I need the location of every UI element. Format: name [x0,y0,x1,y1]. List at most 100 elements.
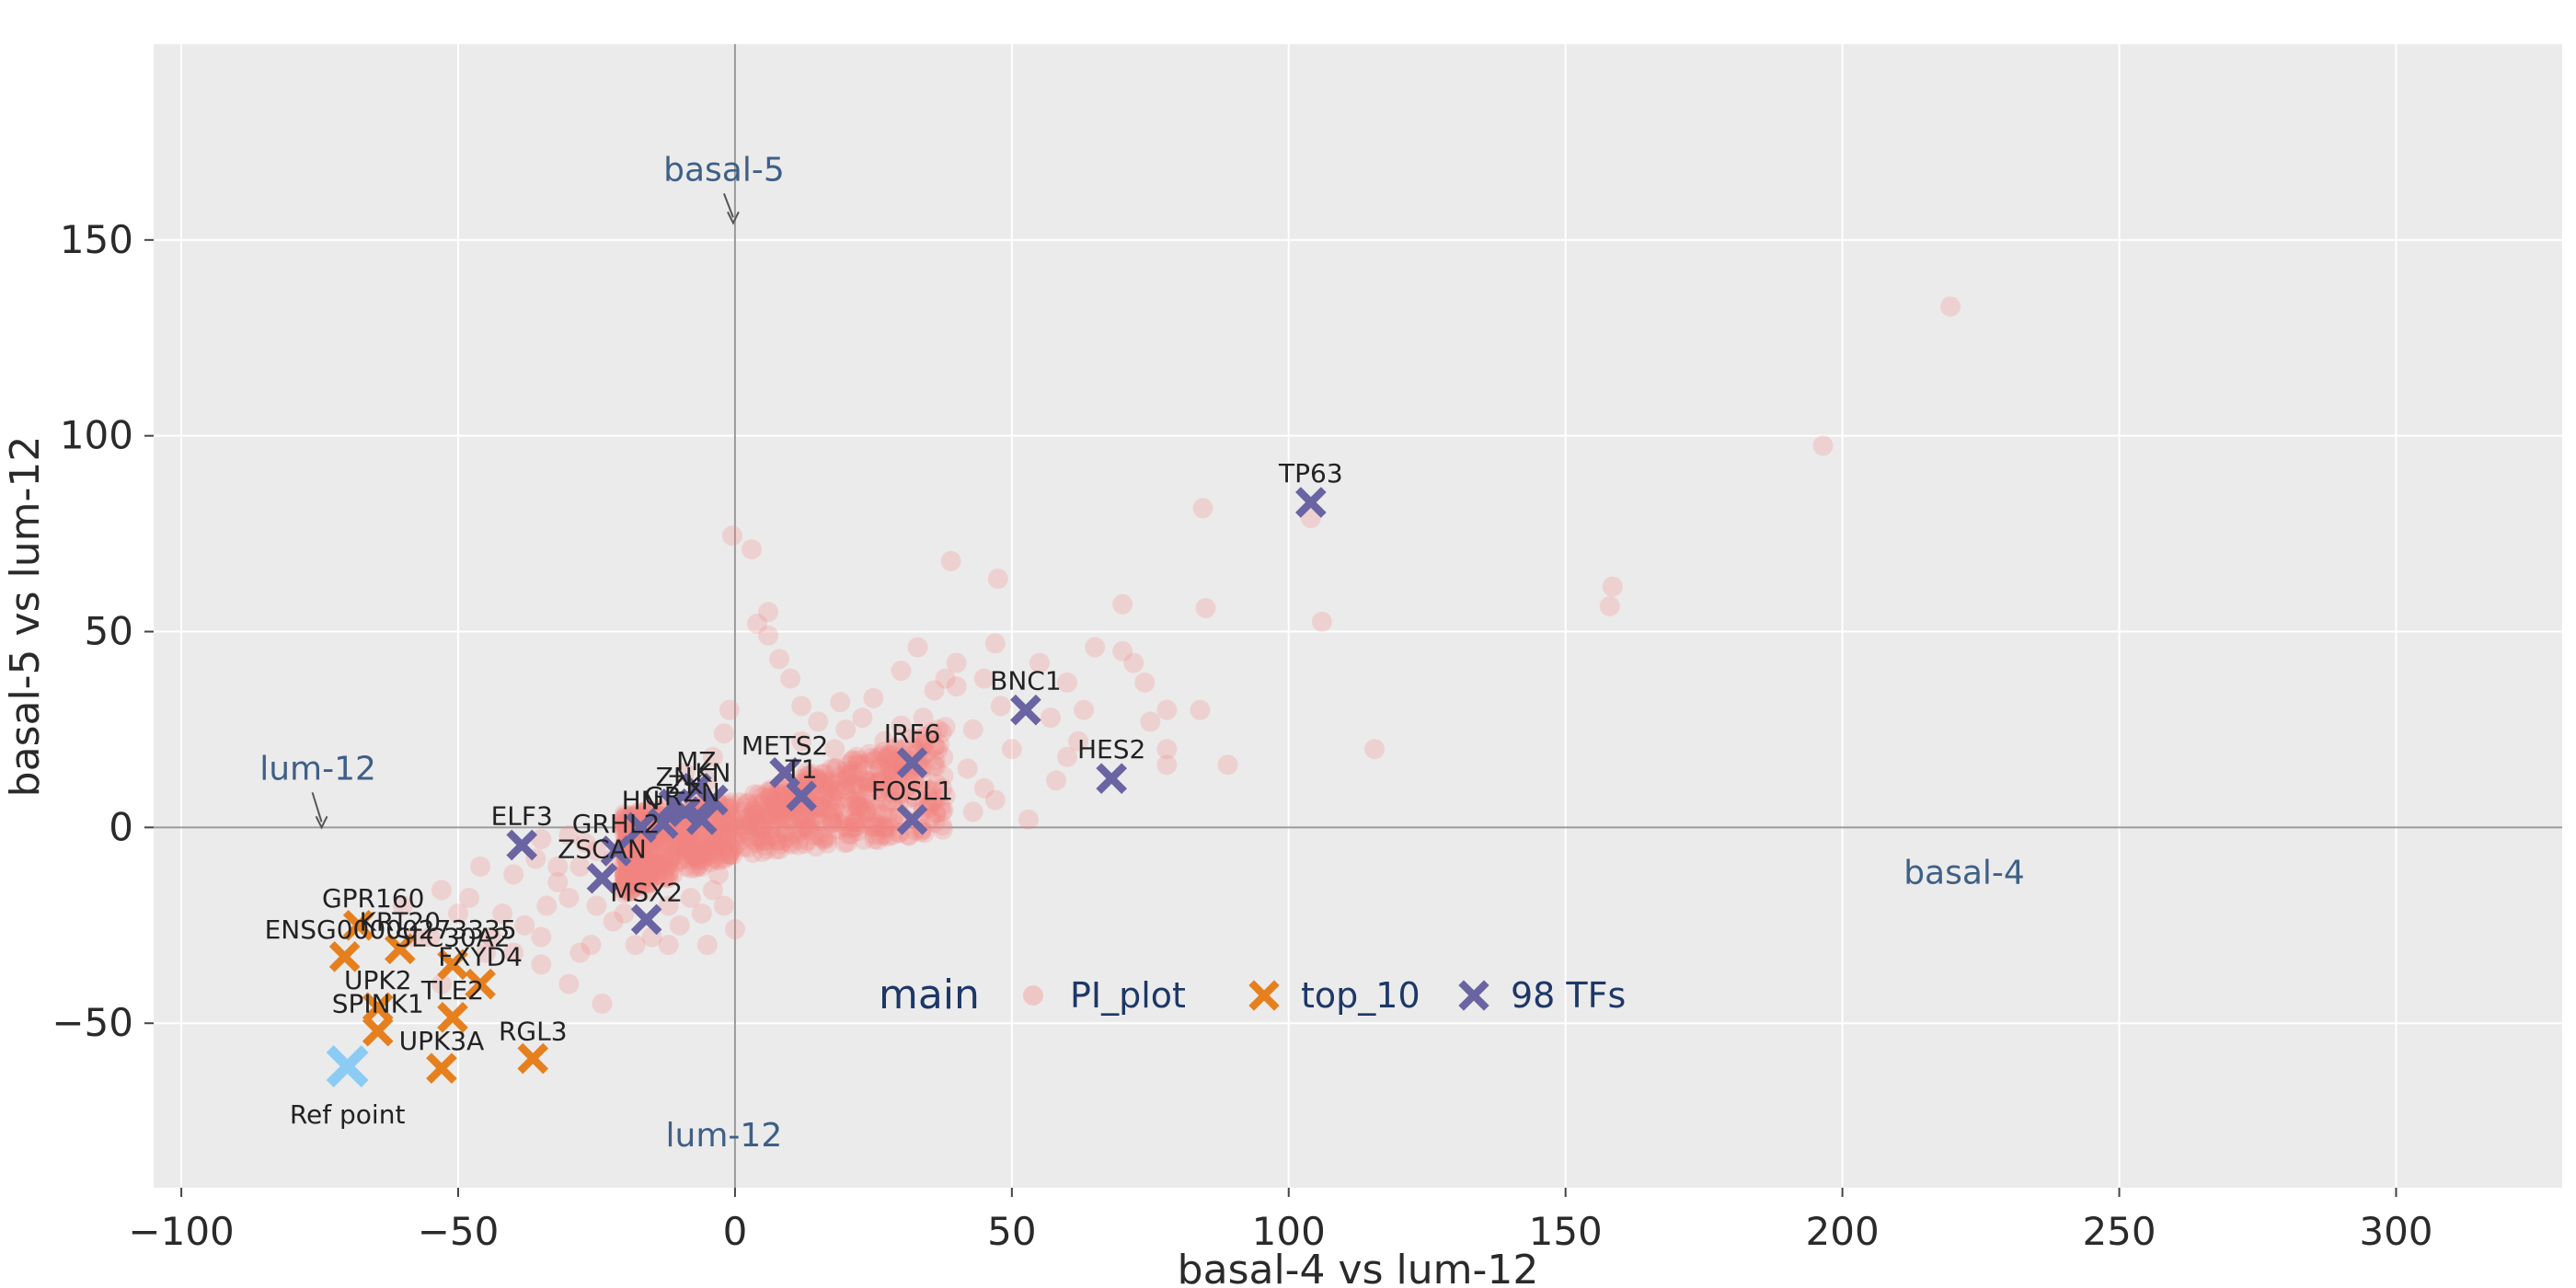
pi-plot-point [847,750,868,771]
pi-plot-point [1812,435,1834,456]
pi-plot-point [933,765,954,787]
pi-plot-point [854,754,875,776]
pi-plot-point [758,602,779,623]
pi-plot-point [630,845,651,866]
pi-plot-point [779,832,800,853]
pi-plot-point [870,745,891,766]
pi-plot-point [926,802,947,823]
pi-plot-point [761,805,782,826]
quadrant-label: basal-4 [1903,855,2025,892]
pi-plot-point [706,845,727,866]
pi-plot-point [844,816,865,837]
pi-plot-point [786,824,807,845]
pi-plot-point [834,778,856,799]
pi-plot-point [857,771,879,792]
pi-plot-point [558,824,580,845]
pi-plot-point [685,845,707,867]
pi-plot-point [624,860,645,881]
point-label: HN [622,785,661,815]
pi-plot-point [655,868,676,889]
pi-plot-point [846,811,868,833]
pi-plot-point [758,804,779,825]
pi-plot-point [850,790,871,811]
pi-plot-point [882,811,903,832]
pi-plot-point [874,730,895,752]
pi-plot-point [661,835,683,857]
pi-plot-point [757,781,778,802]
pi-plot-point [686,845,707,867]
pi-plot-point [754,835,776,857]
pi-plot-point [774,796,795,817]
pi-plot-point [740,827,761,848]
pi-plot-point [877,792,898,813]
pi-plot-point [810,810,831,831]
pi-plot-point [844,775,865,796]
pi-plot-point [835,775,857,796]
pi-plot-point [692,850,713,871]
pi-plot-point [868,771,889,792]
pi-plot-point [828,811,849,833]
x-tick-label: 0 [723,1209,748,1254]
legend-swatch [1458,980,1489,1011]
pi-plot-point [637,867,658,888]
pi-plot-point [872,742,893,763]
pi-plot-point [747,614,768,635]
pi-plot-point [673,834,695,856]
pi-plot-point [758,625,779,646]
pi-plot-point [707,833,728,854]
pi-plot-point [765,791,786,812]
pi-plot-point [812,798,834,819]
pi-plot-point [639,845,661,867]
pi-plot-point [619,880,640,902]
pi-plot-point [1001,739,1022,760]
pi-plot-point [1602,576,1623,597]
pi-plot-point [514,914,535,936]
pi-plot-point [755,830,776,851]
pi-plot-point [743,799,765,821]
pi-plot-point [1057,672,1078,693]
highlight-markers [326,487,1327,1087]
pi-plot-point [503,942,524,963]
pi-plot-point [752,831,773,852]
pi-plot-point [818,782,839,803]
pi-plot-point [629,854,650,875]
tf-marker [1010,694,1041,726]
point-label: UPK2 [344,965,412,995]
pi-plot-point [689,828,710,849]
pi-plot-point [696,836,718,857]
pi-plot-point [659,862,680,883]
pi-plot-point [836,810,857,831]
pi-plot-point [880,760,902,781]
pi-plot-point [658,853,679,874]
pi-plot-point [836,754,857,776]
pi-plot-point [626,873,647,894]
pi-plot-point [840,818,861,839]
pi-plot-point [1057,746,1078,767]
pi-plot-point [931,722,952,743]
pi-plot-point [842,749,863,770]
pi-plot-point [740,814,761,835]
pi-plot-point [819,770,840,791]
pi-plot-point [503,864,524,885]
pi-plot-point [841,823,862,845]
x-axis-title: basal-4 vs lum-12 [1178,1247,1539,1288]
pi-plot-point [680,829,701,850]
pi-plot-point [880,782,901,803]
pi-plot-point [615,871,637,892]
pi-plot-point [1364,739,1386,760]
pi-plot-point [926,788,947,810]
pi-plot-point [765,792,786,813]
top10-marker [384,933,416,965]
pi-plot-point [747,818,768,839]
pi-plot-point [854,829,875,850]
plot-background [154,44,2562,1188]
point-label: KN [695,758,730,788]
pi-plot-point [788,805,810,826]
annotation-arrowhead [727,211,740,225]
tf-marker [769,756,800,788]
pi-plot-point [635,873,656,894]
pi-plot-point [810,797,831,818]
pi-plot-point [880,745,902,766]
pi-plot-point [633,870,654,891]
